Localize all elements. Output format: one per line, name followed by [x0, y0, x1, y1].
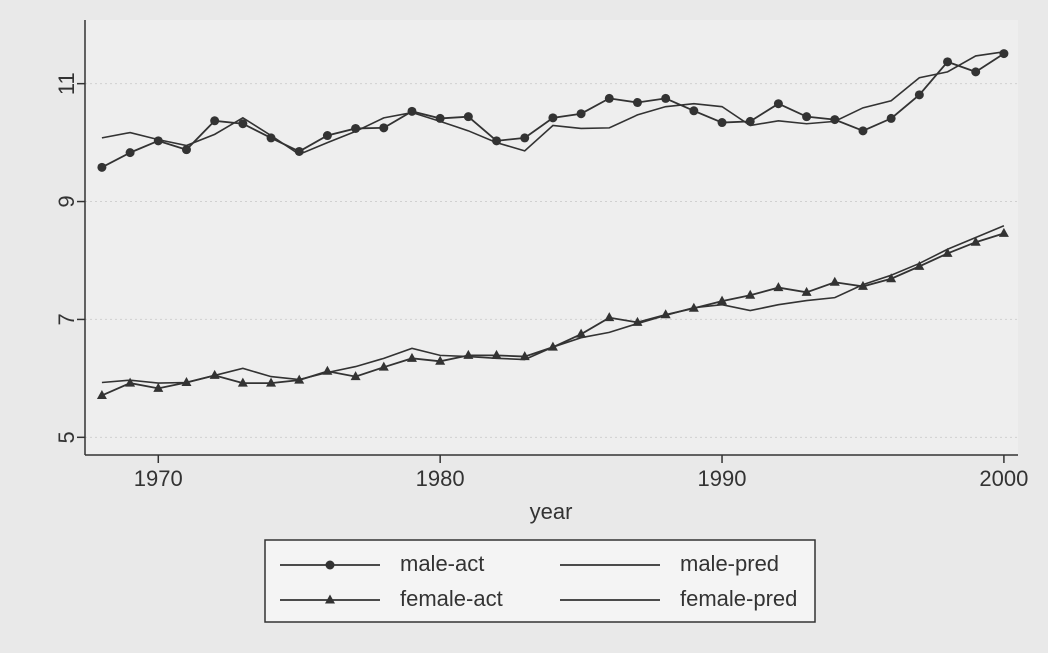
point [463, 112, 473, 122]
point [125, 377, 136, 387]
point [717, 118, 727, 128]
point [773, 282, 784, 292]
point [999, 49, 1009, 59]
point [350, 371, 361, 381]
point [491, 349, 502, 359]
point [943, 57, 953, 67]
point [548, 113, 558, 123]
x-axis-label: year [530, 499, 573, 524]
legend-label: female-pred [680, 586, 797, 611]
point [942, 247, 953, 257]
point [406, 352, 417, 362]
point [96, 389, 107, 399]
point [125, 148, 135, 158]
point [181, 145, 191, 155]
point [970, 236, 981, 246]
y-tick-label: 11 [54, 72, 79, 95]
legend-marker [325, 560, 335, 570]
x-tick-label: 1980 [416, 466, 465, 491]
point [745, 289, 756, 299]
point [237, 377, 248, 387]
legend-label: male-pred [680, 551, 779, 576]
point [829, 276, 840, 286]
point [773, 99, 783, 109]
point [322, 131, 332, 141]
point [210, 116, 220, 126]
point [604, 312, 615, 322]
point [886, 113, 896, 123]
point [998, 227, 1009, 237]
point [520, 133, 530, 143]
point [378, 361, 389, 371]
y-tick-label: 5 [54, 431, 79, 443]
point [632, 98, 642, 108]
point [717, 295, 728, 305]
point [435, 355, 446, 365]
x-tick-label: 1970 [134, 466, 183, 491]
point [971, 67, 981, 77]
y-tick-label: 9 [54, 195, 79, 207]
x-tick-label: 1990 [698, 466, 747, 491]
point [266, 133, 276, 143]
point [914, 260, 925, 270]
point [407, 106, 417, 116]
point [886, 273, 897, 283]
plot-area [85, 20, 1018, 455]
legend-label: female-act [400, 586, 503, 611]
point [858, 126, 868, 136]
point [661, 93, 671, 103]
point [153, 382, 164, 392]
point [576, 109, 586, 119]
point [576, 328, 587, 338]
point [802, 112, 812, 122]
legend-box [264, 539, 816, 623]
point [266, 377, 277, 387]
legend-marker [325, 594, 335, 604]
point [801, 286, 812, 296]
series-line [101, 51, 1005, 156]
point [238, 119, 248, 129]
point [604, 93, 614, 103]
series-line [101, 224, 1005, 384]
point [97, 162, 107, 172]
legend-label: male-act [400, 551, 484, 576]
point [914, 90, 924, 100]
point [379, 123, 389, 133]
point [689, 106, 699, 116]
x-tick-label: 2000 [979, 466, 1028, 491]
y-tick-label: 7 [54, 313, 79, 325]
point [181, 377, 192, 386]
